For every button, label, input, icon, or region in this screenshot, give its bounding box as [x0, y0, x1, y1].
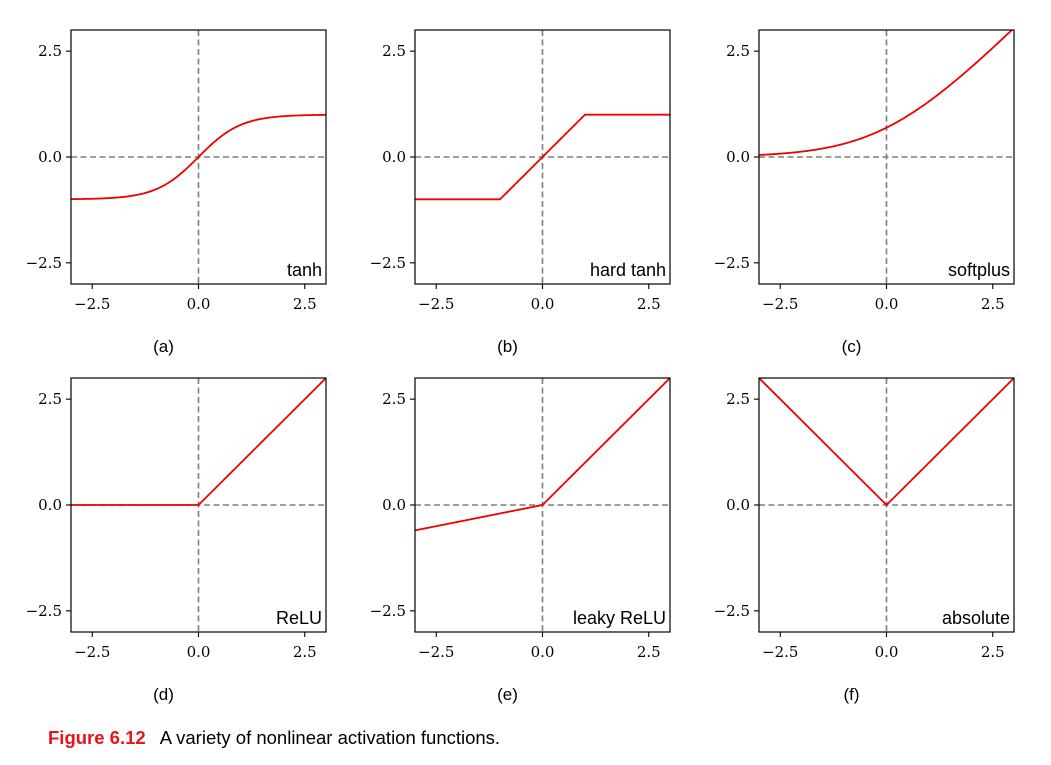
y-tick-label: 2.5	[382, 390, 406, 408]
y-tick-label: 0.0	[38, 496, 62, 514]
x-tick-label: −2.5	[762, 295, 798, 313]
chart-panel-f: −2.5 0.0 2.5 −2.5 0.0 2.5 absolute (f)	[714, 377, 1015, 704]
x-tick-label: 0.0	[187, 643, 211, 661]
panel-sublabel: (e)	[497, 685, 518, 704]
x-tick-label: 2.5	[293, 295, 317, 313]
panel-name-background	[945, 259, 1012, 281]
x-tick-label: 0.0	[875, 295, 899, 313]
chart-panel-b: −2.5 0.0 2.5 −2.5 0.0 2.5 hard tanh (b)	[370, 29, 671, 356]
y-tick-label: −2.5	[370, 254, 406, 272]
y-tick-label: −2.5	[26, 602, 62, 620]
y-tick-label: 0.0	[38, 148, 62, 166]
panel-name-label: softplus	[948, 260, 1010, 280]
panel-name-background	[273, 607, 324, 629]
x-tick-label: −2.5	[762, 643, 798, 661]
panel-name-background	[587, 259, 668, 281]
activation-curve	[415, 378, 670, 532]
x-tick-label: 0.0	[531, 643, 555, 661]
panel-sublabel: (d)	[153, 685, 174, 704]
x-tick-label: 2.5	[637, 295, 661, 313]
panel-name-background	[570, 607, 668, 629]
panel-sublabel: (a)	[153, 337, 174, 356]
x-tick-label: 0.0	[531, 295, 555, 313]
x-tick-label: −2.5	[74, 295, 110, 313]
x-tick-label: 2.5	[293, 643, 317, 661]
panel-sublabel: (b)	[497, 337, 518, 356]
caption-text: A variety of nonlinear activation functi…	[159, 727, 501, 748]
x-tick-label: 0.0	[187, 295, 211, 313]
chart-panel-d: −2.5 0.0 2.5 −2.5 0.0 2.5 ReLU (d)	[26, 377, 327, 704]
chart-panel-a: −2.5 0.0 2.5 −2.5 0.0 2.5 tanh (a)	[26, 29, 327, 356]
y-tick-label: 2.5	[38, 42, 62, 60]
chart-panel-e: −2.5 0.0 2.5 −2.5 0.0 2.5 leaky ReLU (e)	[370, 377, 671, 704]
figure-number: Figure 6.12	[48, 727, 146, 748]
y-tick-label: 0.0	[382, 148, 406, 166]
y-tick-label: 2.5	[38, 390, 62, 408]
y-tick-label: 2.5	[726, 390, 750, 408]
panel-name-label: tanh	[287, 260, 322, 280]
x-tick-label: 2.5	[981, 643, 1005, 661]
panel-name-label: ReLU	[276, 608, 322, 628]
activation-curve	[71, 378, 326, 506]
panel-name-label: hard tanh	[590, 260, 666, 280]
y-tick-label: 0.0	[726, 496, 750, 514]
activation-curve	[759, 378, 1014, 507]
x-tick-label: −2.5	[418, 295, 454, 313]
figure-caption: Figure 6.12 A variety of nonlinear activa…	[48, 727, 500, 749]
panel-sublabel: (c)	[842, 337, 862, 356]
chart-panel-c: −2.5 0.0 2.5 −2.5 0.0 2.5 softplus (c)	[714, 29, 1015, 356]
activation-curve	[759, 30, 1014, 156]
y-tick-label: −2.5	[714, 602, 750, 620]
panel-name-background	[284, 259, 324, 281]
panel-name-label: absolute	[942, 608, 1010, 628]
panel-sublabel: (f)	[843, 685, 859, 704]
x-tick-label: 2.5	[637, 643, 661, 661]
x-tick-label: −2.5	[418, 643, 454, 661]
panel-name-background	[939, 607, 1012, 629]
activation-curve	[415, 113, 670, 201]
x-tick-label: −2.5	[74, 643, 110, 661]
y-tick-label: 2.5	[726, 42, 750, 60]
y-tick-label: 2.5	[382, 42, 406, 60]
activation-curve	[71, 113, 326, 201]
y-tick-label: −2.5	[370, 602, 406, 620]
y-tick-label: −2.5	[714, 254, 750, 272]
x-tick-label: 2.5	[981, 295, 1005, 313]
x-tick-label: 0.0	[875, 643, 899, 661]
panel-name-label: leaky ReLU	[573, 608, 666, 628]
y-tick-label: 0.0	[726, 148, 750, 166]
y-tick-label: −2.5	[26, 254, 62, 272]
y-tick-label: 0.0	[382, 496, 406, 514]
